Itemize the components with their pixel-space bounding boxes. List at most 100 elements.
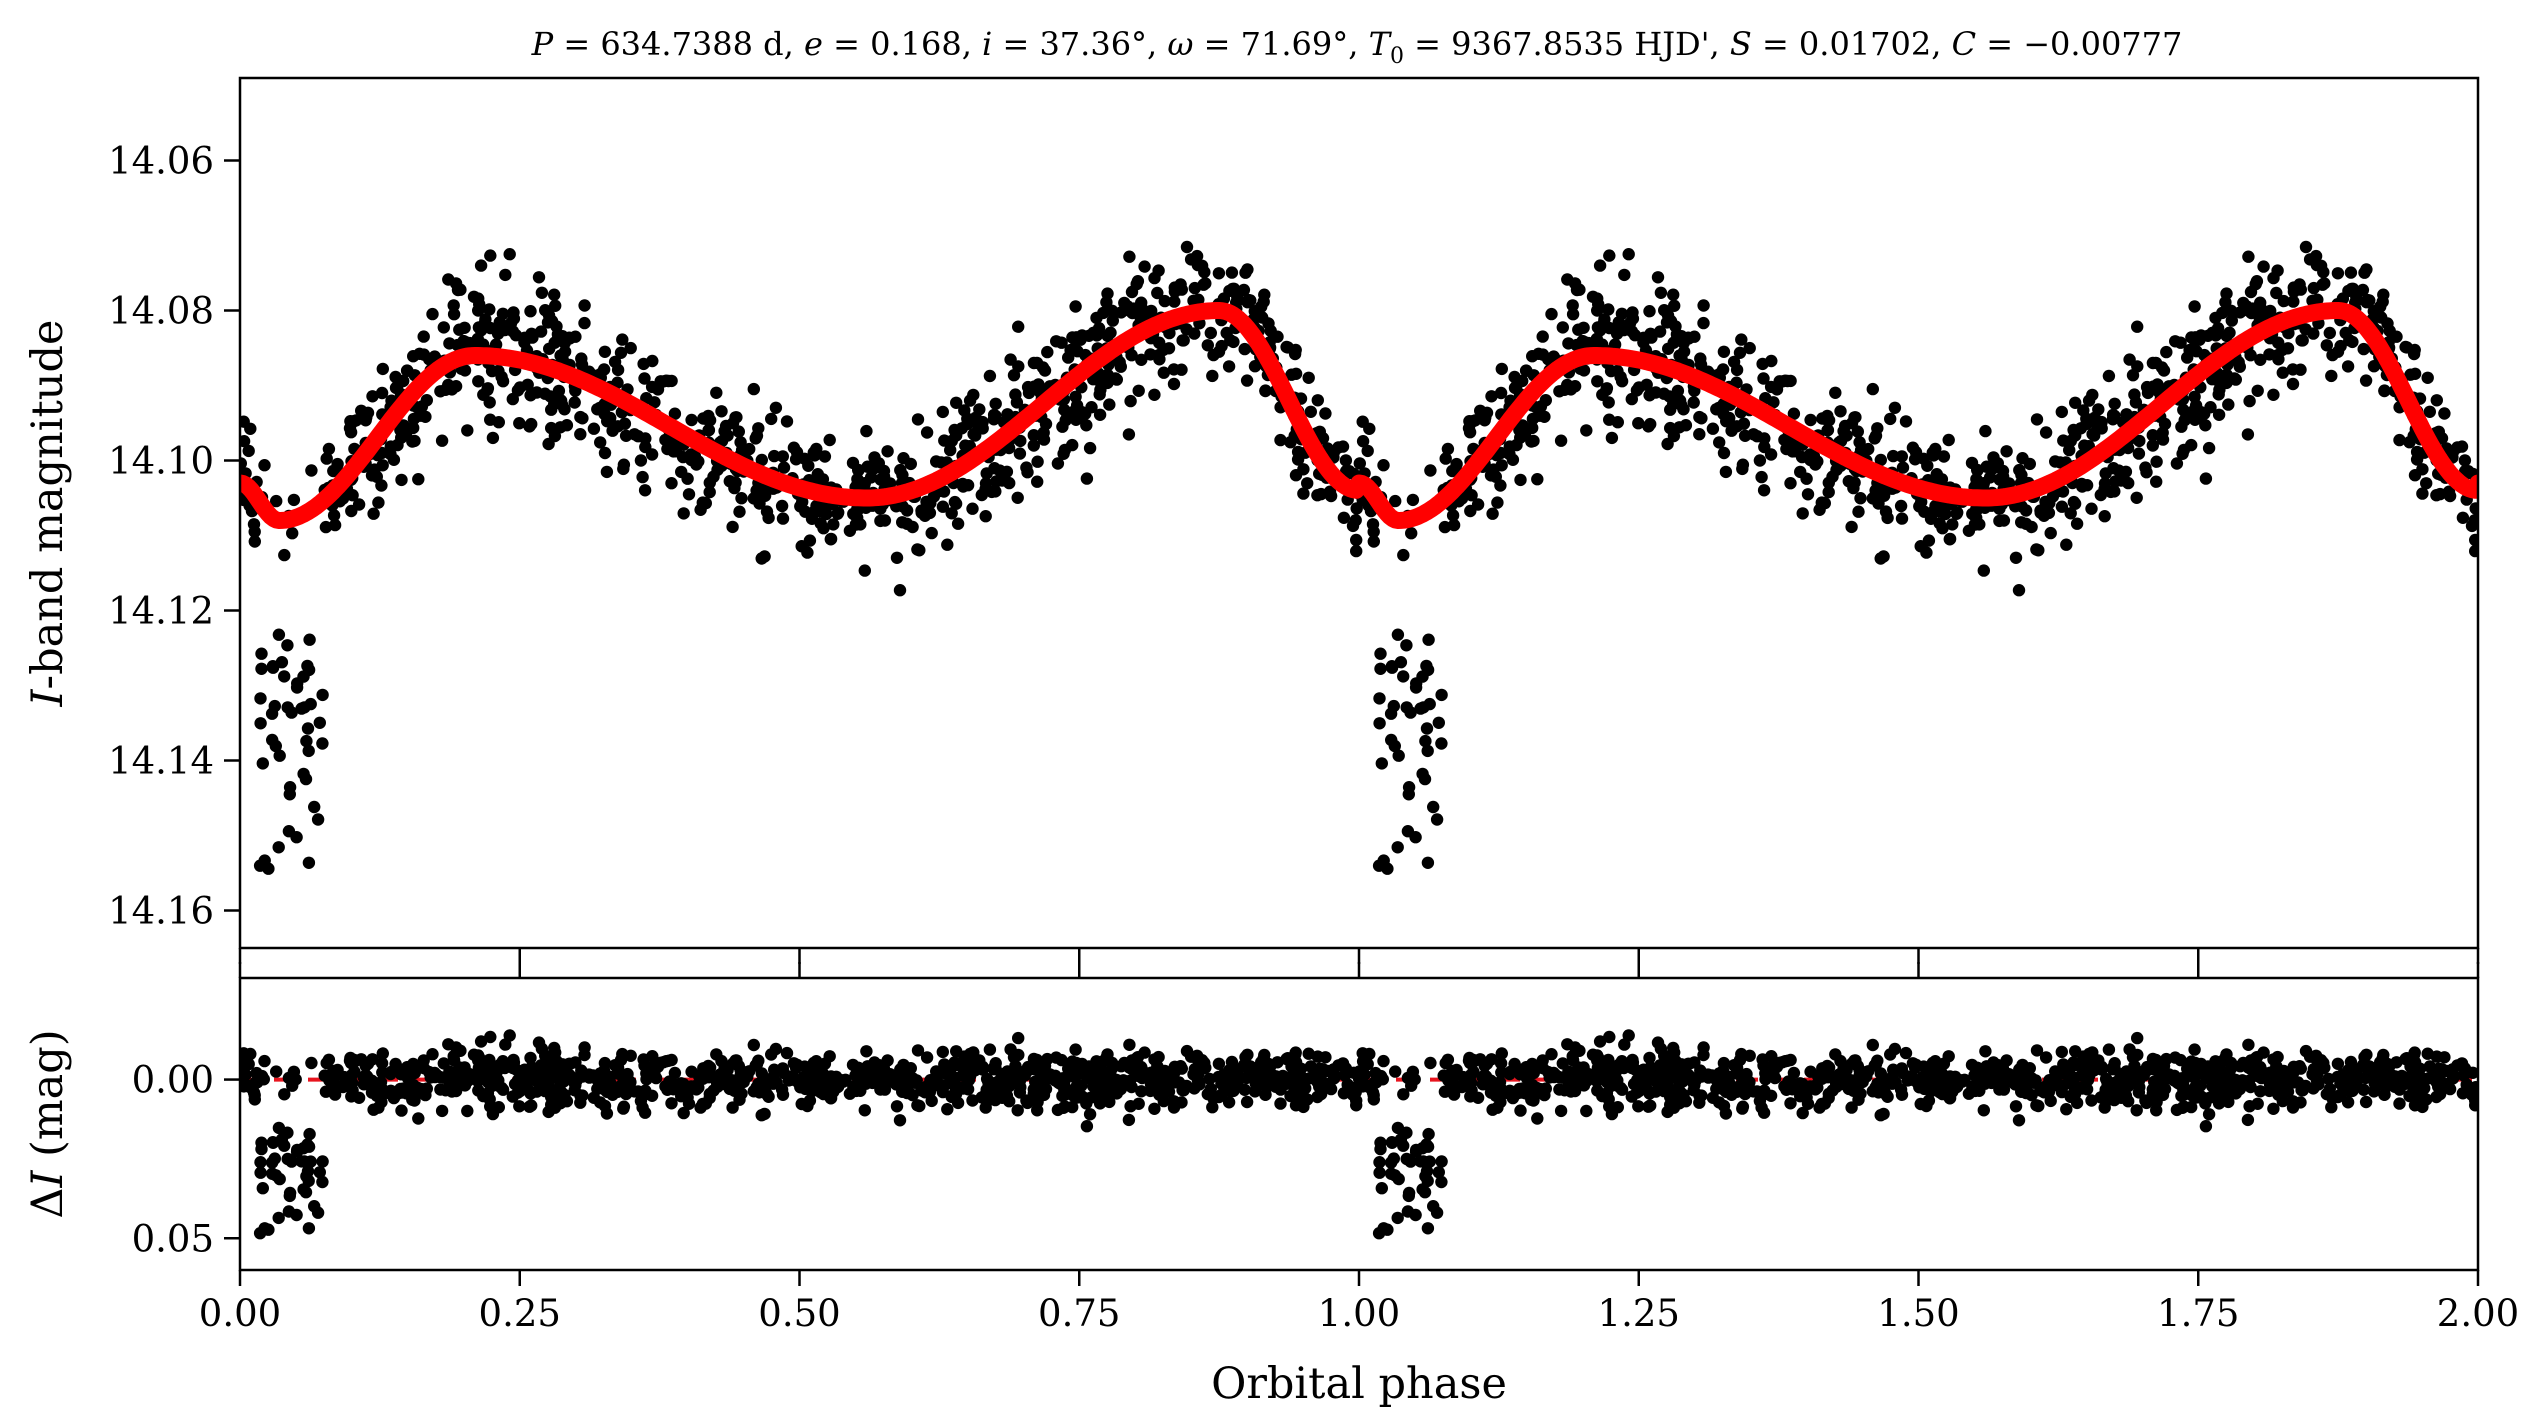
observed-point	[2146, 439, 2159, 452]
residual-point	[2106, 1063, 2120, 1076]
observed-point	[313, 716, 326, 729]
observed-point	[608, 355, 622, 369]
residual-point	[2131, 1031, 2144, 1045]
residual-point	[2346, 1084, 2359, 1098]
residual-point	[1804, 1065, 1817, 1078]
observed-point	[1367, 535, 1381, 548]
residual-point	[665, 1053, 678, 1067]
observed-point	[1667, 288, 1680, 301]
observed-point	[408, 434, 421, 448]
observed-point	[618, 417, 632, 430]
observed-point	[1421, 856, 1435, 869]
residual-point	[2427, 1070, 2441, 1083]
observed-point	[302, 856, 316, 869]
residual-point	[1905, 1070, 1918, 1083]
residual-point	[2254, 1085, 2267, 1098]
observed-point	[2325, 369, 2338, 383]
observed-point	[1879, 484, 1892, 497]
residual-point	[1358, 1068, 1371, 1081]
observed-point	[598, 446, 612, 460]
residual-point	[675, 1077, 688, 1090]
residual-point	[2085, 1094, 2098, 1107]
observed-point	[2160, 345, 2173, 359]
residual-point	[895, 1069, 909, 1082]
residual-point	[2146, 1087, 2159, 1101]
xtick-label: 0.00	[199, 1292, 281, 1335]
observed-point	[1297, 487, 1310, 500]
observed-point	[1899, 415, 1913, 428]
residual-point	[1991, 1058, 2005, 1072]
residual-point	[344, 1076, 358, 1090]
residual-point	[568, 1084, 581, 1097]
residual-point	[1885, 1074, 1899, 1087]
residual-point	[2251, 1097, 2264, 1111]
observed-point	[598, 345, 612, 358]
observed-point	[1753, 454, 1767, 467]
residual-point	[2030, 1099, 2043, 1112]
observed-point	[389, 370, 402, 384]
residual-point	[1578, 1067, 1591, 1080]
observed-point	[1874, 453, 1888, 467]
residual-point	[601, 1085, 614, 1099]
residual-point	[1122, 1113, 1136, 1127]
observed-point	[2287, 295, 2300, 308]
residual-point	[1632, 1100, 1645, 1113]
observed-point	[300, 734, 313, 748]
residual-point	[1605, 1107, 1619, 1121]
residual-point	[2310, 1053, 2324, 1066]
residual-point	[1402, 1189, 1416, 1203]
observed-point	[935, 456, 948, 469]
observed-point	[1837, 424, 1850, 438]
observed-point	[420, 394, 433, 407]
residual-point	[1720, 1085, 1733, 1099]
observed-point	[2420, 477, 2433, 490]
residual-point	[1240, 1095, 1254, 1109]
observed-point	[896, 516, 909, 529]
observed-point	[1658, 304, 1671, 317]
observed-point	[2360, 296, 2373, 309]
observed-point	[1051, 457, 1065, 470]
residual-point	[1765, 1050, 1778, 1063]
observed-point	[2458, 454, 2472, 467]
observed-point	[1062, 351, 1075, 364]
observed-point	[435, 434, 449, 447]
observed-point	[1755, 470, 1768, 484]
residual-point	[1391, 1211, 1404, 1225]
residual-point	[1970, 1078, 1984, 1091]
residual-point	[710, 1048, 723, 1061]
observed-point	[1168, 295, 1181, 308]
observed-point	[2443, 489, 2457, 503]
residual-point	[2228, 1086, 2241, 1099]
residual-point	[2198, 1092, 2211, 1105]
residual-point	[372, 1101, 385, 1114]
residual-point	[2469, 1094, 2478, 1107]
residual-point	[524, 1087, 537, 1100]
residual-point	[240, 1068, 252, 1081]
observed-point	[1422, 633, 1435, 646]
residual-point	[474, 1035, 488, 1048]
observed-point	[818, 450, 832, 463]
observed-point	[578, 299, 591, 312]
observed-point	[2323, 326, 2336, 340]
residual-point	[348, 1065, 361, 1078]
observed-point	[2064, 434, 2077, 448]
residual-point	[823, 1050, 836, 1063]
observed-point	[846, 456, 860, 470]
observed-point	[2199, 419, 2212, 432]
observed-point	[1921, 459, 1934, 472]
observed-point	[254, 692, 267, 705]
observed-point	[359, 410, 372, 423]
observed-point	[2030, 543, 2043, 556]
observed-point	[1970, 503, 1984, 517]
residual-point	[300, 1170, 313, 1183]
observed-point	[1516, 419, 1530, 433]
observed-point	[301, 722, 315, 735]
observed-point	[1784, 374, 1797, 388]
observed-point	[983, 369, 997, 383]
residual-point	[2055, 1045, 2068, 1059]
observed-point	[1851, 425, 1865, 438]
residual-point	[1630, 1086, 1644, 1099]
residual-point	[1257, 1075, 1270, 1088]
residual-point	[1405, 1079, 1418, 1092]
observed-point	[2012, 584, 2026, 597]
